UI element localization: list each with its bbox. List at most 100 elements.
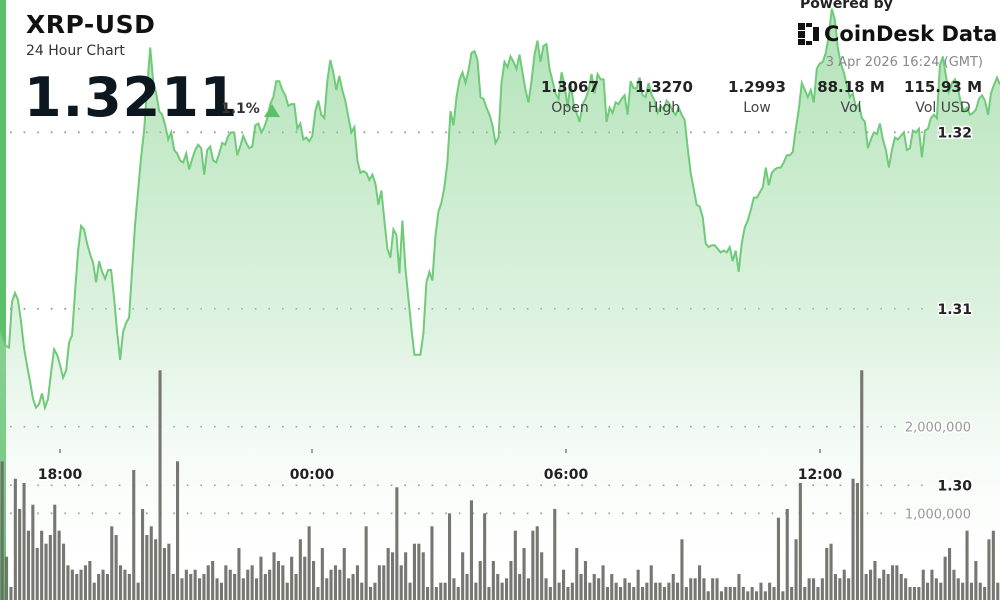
current-price: 1.3211 [24, 66, 239, 129]
volume-bar [219, 582, 223, 600]
volume-bar [97, 574, 101, 600]
volume-bar [921, 569, 925, 600]
volume-bar [904, 578, 908, 600]
volume-bar [255, 578, 259, 600]
volume-bar [895, 565, 899, 600]
volume-bar [882, 569, 886, 600]
volume-bar [680, 539, 684, 600]
volume-bar [698, 565, 702, 600]
volume-bar [737, 574, 741, 600]
volume-bar [763, 591, 767, 600]
volume-bar [588, 582, 592, 600]
volume-bar [382, 565, 386, 600]
volume-bar [452, 578, 456, 600]
volume-bar [40, 530, 44, 600]
volume-bar [948, 548, 952, 600]
volume-bar [92, 582, 96, 600]
volume-bar [53, 504, 57, 600]
volume-bar [825, 548, 829, 600]
volume-bar [649, 565, 653, 600]
volume-bar [601, 565, 605, 600]
volume-bar [228, 569, 232, 600]
volume-bar [566, 587, 570, 600]
volume-bar [421, 552, 425, 600]
volume-bar [180, 578, 184, 600]
coindesk-logo-icon [798, 23, 820, 45]
volume-bar [377, 565, 381, 600]
chart-subtitle: 24 Hour Chart [26, 43, 125, 59]
volume-bar [448, 513, 452, 600]
volume-bar [237, 548, 241, 600]
stat-high-label: High [647, 100, 681, 116]
volume-bar [851, 478, 855, 600]
volume-bar [798, 483, 802, 600]
volume-bar [439, 582, 443, 600]
volume-bar [145, 535, 149, 600]
volume-bar [132, 470, 136, 600]
volume-bar [9, 587, 13, 600]
volume-bar [119, 565, 123, 600]
volume-bar [676, 582, 680, 600]
volume-bar [869, 569, 873, 600]
stat-low-value: 1.2993 [728, 78, 786, 96]
volume-bar [619, 587, 623, 600]
volume-bar [281, 565, 285, 600]
volume-bar [952, 569, 956, 600]
volume-tick-label: 1,000,000 [905, 507, 971, 522]
stat-vol-usd: 115.93 M Vol USD [898, 78, 988, 116]
volume-bar [461, 552, 465, 600]
volume-bar [860, 370, 864, 600]
volume-bar [386, 548, 390, 600]
volume-bar [772, 587, 776, 600]
volume-bar [636, 569, 640, 600]
volume-bar [426, 587, 430, 600]
volume-bar [123, 569, 127, 600]
volume-bar [899, 574, 903, 600]
volume-bar [535, 526, 539, 600]
volume-bar [733, 587, 737, 600]
volume-bar [728, 587, 732, 600]
volume-bar [741, 587, 745, 600]
volume-bar [75, 574, 79, 600]
volume-bar [0, 461, 4, 600]
volume-bar [338, 569, 342, 600]
volume-bar [408, 582, 412, 600]
volume-bar [702, 578, 706, 600]
volume-bar [496, 574, 500, 600]
volume-bar [605, 587, 609, 600]
volume-bar [483, 513, 487, 600]
volume-bar [654, 582, 658, 600]
volume-bar [487, 587, 491, 600]
volume-bar [991, 530, 995, 600]
volume-bar [360, 582, 364, 600]
volume-bar [500, 582, 504, 600]
volume-bar [983, 587, 987, 600]
timestamp: 3 Apr 2026 16:24 (GMT) [825, 55, 983, 70]
volume-bar [290, 556, 294, 600]
volume-bar [873, 561, 877, 600]
volume-bar [662, 587, 666, 600]
volume-bar [189, 574, 193, 600]
volume-bar [785, 509, 789, 600]
volume-bar [5, 556, 9, 600]
volume-bar [18, 509, 22, 600]
volume-bar [193, 569, 197, 600]
volume-bar [443, 582, 447, 600]
volume-bar [307, 526, 311, 600]
volume-bar [526, 578, 530, 600]
volume-bar [333, 565, 337, 600]
volume-bar [614, 582, 618, 600]
stat-high-value: 1.3270 [635, 78, 693, 96]
volume-bar [48, 535, 52, 600]
volume-bars [0, 370, 1000, 600]
volume-bar [755, 591, 759, 600]
volume-bar [518, 574, 522, 600]
volume-bar [759, 582, 763, 600]
volume-bar [790, 587, 794, 600]
volume-bar [233, 574, 237, 600]
volume-bar [224, 565, 228, 600]
stat-open: 1.3067 Open [525, 78, 615, 116]
volume-bar [246, 569, 250, 600]
accent-strip [0, 0, 6, 600]
price-tick-label: 1.31 [937, 302, 972, 318]
